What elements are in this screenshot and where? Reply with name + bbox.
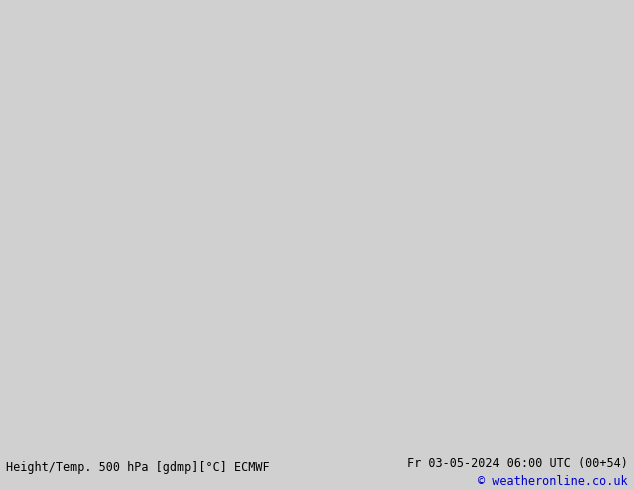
Text: Fr 03-05-2024 06:00 UTC (00+54): Fr 03-05-2024 06:00 UTC (00+54) [407, 457, 628, 470]
Text: © weatheronline.co.uk: © weatheronline.co.uk [478, 475, 628, 489]
Text: Height/Temp. 500 hPa [gdmp][°C] ECMWF: Height/Temp. 500 hPa [gdmp][°C] ECMWF [6, 462, 270, 474]
